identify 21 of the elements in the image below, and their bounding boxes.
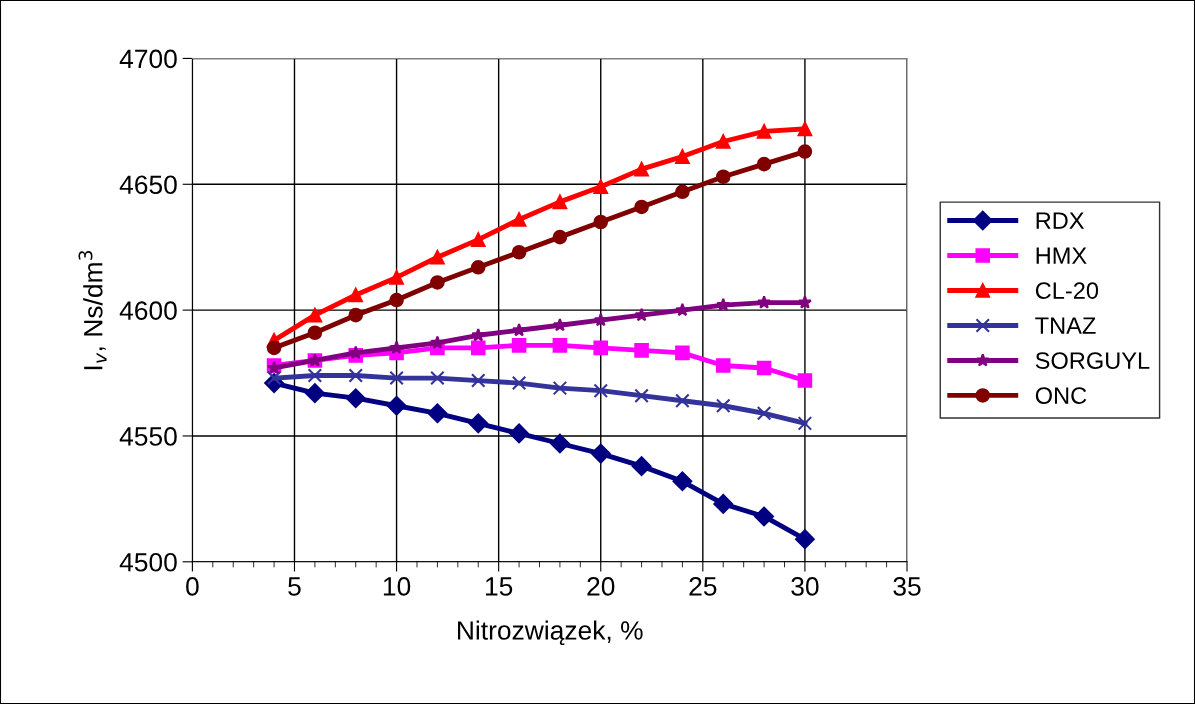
x-tick-label: 10 — [383, 577, 411, 596]
y-tick-label: 4600 — [119, 301, 177, 320]
legend-label: TNAZ — [1035, 317, 1096, 334]
x-tick-label: 30 — [791, 577, 819, 596]
legend-label: CL-20 — [1035, 282, 1099, 299]
legend-label: RDX — [1036, 212, 1085, 229]
legend-label: HMX — [1036, 247, 1087, 264]
y-tick-label: 4650 — [119, 175, 177, 195]
y-axis-title: I$_{v}$, Ns/dm$^{3}$ — [78, 250, 107, 370]
y-tick-label: 4500 — [119, 552, 177, 572]
y-tick-label: 4550 — [119, 427, 177, 446]
x-tick-label: 5 — [288, 577, 301, 596]
x-tick-label: 35 — [893, 577, 921, 596]
x-axis-title: Nitrozwiązek, % — [458, 620, 643, 646]
x-tick-label: 25 — [689, 577, 717, 596]
legend-label: ONC — [1035, 387, 1087, 404]
x-tick-label: 20 — [587, 577, 615, 596]
legend-label: SORGUYL — [1035, 352, 1150, 369]
x-tick-label: 0 — [186, 577, 199, 596]
y-tick-label: 4700 — [119, 49, 177, 69]
x-tick-label: 15 — [485, 577, 513, 596]
